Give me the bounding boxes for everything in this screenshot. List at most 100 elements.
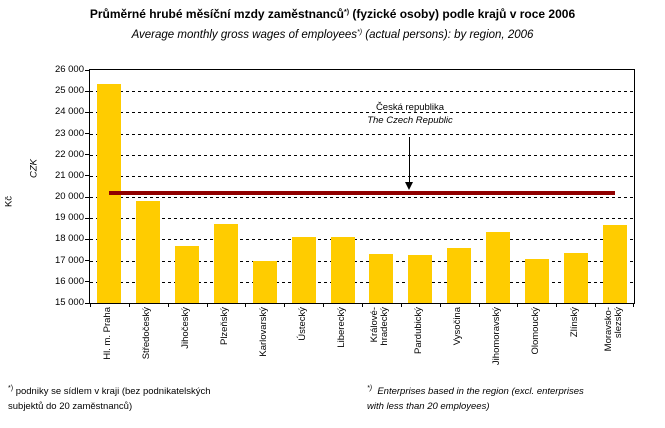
y-axis-tick — [85, 133, 90, 135]
gridline — [90, 112, 634, 114]
y-tick-label: 16 000 — [54, 275, 84, 287]
wage-bar — [602, 224, 627, 303]
y-axis-tick — [85, 196, 90, 198]
chart-title-text-2: (fyzické osoby) podle krajů v roce 2006 — [349, 7, 576, 21]
gridline — [90, 197, 634, 199]
x-tick-label-line: Liberecký — [335, 307, 347, 348]
x-tick-label: Karlovarský — [257, 307, 269, 371]
footnote-czech: *) podniky se sídlem v kraji (bez podnik… — [8, 381, 338, 414]
x-tick-label: Vysočina — [452, 307, 463, 371]
y-axis-tick — [85, 260, 90, 262]
wage-bar — [214, 223, 238, 303]
x-tick-label: Hl. m. Praha — [102, 307, 114, 371]
y-tick-label: 26 000 — [54, 64, 84, 75]
footnote-en-line2: with less than 20 employees) — [367, 401, 490, 412]
gridline — [90, 175, 634, 177]
reference-arrow-head-icon — [405, 182, 413, 190]
chart-title: Průměrné hrubé měsíční mzdy zaměstnanců*… — [0, 7, 665, 21]
wage-bar — [291, 237, 316, 303]
y-tick-label: 15 000 — [54, 297, 84, 308]
wage-bar — [369, 254, 394, 303]
wage-bar — [524, 258, 549, 303]
y-axis-tick — [85, 175, 90, 177]
wage-bar — [408, 255, 433, 303]
x-tick-label-line: Olomoucký — [529, 307, 541, 355]
y-axis-unit-label-czk: CZK — [28, 159, 40, 178]
x-axis-tick — [556, 303, 558, 307]
footnote-cz-line1: podniky se sídlem v kraji (bez podnikate… — [15, 386, 211, 397]
y-tick-label: 17 000 — [54, 254, 84, 266]
x-axis-tick — [595, 303, 597, 307]
x-tick-label: Zlínský — [568, 307, 580, 371]
x-axis-tick — [128, 303, 130, 307]
wage-bar — [447, 247, 472, 303]
x-axis-tick — [633, 303, 634, 307]
x-tick-label: Jihomoravský — [491, 307, 502, 371]
wage-bar — [252, 260, 277, 303]
chart-title-text: Průměrné hrubé měsíční mzdy zaměstnanců — [89, 7, 344, 21]
reference-arrow-line — [409, 137, 410, 183]
x-tick-label-line: Jihomoravský — [491, 307, 502, 366]
wage-bar — [486, 232, 510, 303]
x-axis-tick — [478, 303, 480, 307]
gridline — [90, 91, 634, 93]
reference-line — [109, 190, 615, 195]
wage-bar — [136, 201, 161, 303]
x-axis-tick — [167, 303, 169, 307]
chart-subtitle: Average monthly gross wages of employees… — [0, 29, 665, 41]
chart-subtitle-text-2: (actual persons): by region, 2006 — [362, 29, 534, 41]
x-axis-tick — [323, 303, 325, 307]
gridline — [90, 239, 634, 241]
x-tick-label-line: Středočeský — [141, 307, 153, 360]
x-axis-tick — [362, 303, 363, 307]
wage-bar — [330, 237, 355, 303]
footnote-english: *) Enterprises based in the region (excl… — [367, 381, 659, 414]
x-tick-label: Olomoucký — [529, 307, 541, 371]
x-tick-label-line: Karlovarský — [257, 307, 269, 357]
gridline — [90, 133, 634, 135]
x-axis-tick — [245, 303, 247, 307]
plot-area: 26 000 25 000 24 000 23 000 22 000 21 000 20 0… — [55, 65, 635, 308]
y-tick-label: 19 000 — [54, 212, 84, 224]
y-axis-tick — [85, 217, 90, 219]
y-axis-tick — [85, 69, 90, 71]
footnote-marker-cz: *) — [8, 385, 14, 392]
x-axis-tick — [400, 303, 402, 307]
y-axis-unit-label-kc: Kč — [3, 195, 15, 208]
x-tick-label: Pardubický — [413, 307, 425, 371]
x-tick-label: Králové-hradecký — [369, 307, 391, 371]
x-tick-label-line: Pardubický — [413, 307, 425, 354]
x-tick-label-line: Plzeňský — [219, 307, 230, 346]
y-axis-tick — [85, 238, 90, 240]
x-tick-label: Středočeský — [141, 307, 153, 371]
x-tick-label-line: Zlínský — [568, 307, 580, 338]
annotation-label-en: The Czech Republic — [367, 115, 453, 126]
y-tick-label: 20 000 — [54, 191, 84, 203]
y-tick-label: 24 000 — [54, 106, 84, 118]
x-axis-tick — [284, 303, 286, 307]
y-tick-label: 22 000 — [54, 148, 84, 160]
chart-subtitle-text: Average monthly gross wages of employees — [131, 29, 358, 41]
x-tick-label-line: hradecký — [379, 307, 391, 346]
x-tick-label: Liberecký — [335, 307, 347, 371]
x-tick-label: Moravsko-slezský — [603, 307, 624, 371]
y-axis-tick — [85, 302, 90, 304]
x-tick-label: Ústecký — [297, 307, 308, 371]
title-footnote-marker: *) — [343, 9, 350, 16]
x-tick-label-line: Hl. m. Praha — [102, 307, 114, 360]
reference-line-annotation: Česká republika The Czech Republic — [346, 101, 474, 127]
gridline — [90, 154, 634, 156]
gridline — [90, 281, 634, 283]
y-tick-label: 23 000 — [54, 127, 84, 139]
x-tick-label-line: slezský — [612, 307, 624, 339]
y-tick-label: 21 000 — [54, 169, 84, 181]
y-axis-tick — [85, 281, 90, 283]
footnote-en-line1: Enterprises based in the region (excl. e… — [377, 386, 584, 397]
y-axis-tick — [85, 111, 90, 113]
y-tick-label: 18 000 — [54, 233, 84, 245]
gridline — [90, 260, 634, 262]
x-axis-tick — [517, 303, 519, 307]
y-axis-tick — [85, 154, 90, 156]
x-tick-label: Jihočeský — [180, 307, 191, 371]
